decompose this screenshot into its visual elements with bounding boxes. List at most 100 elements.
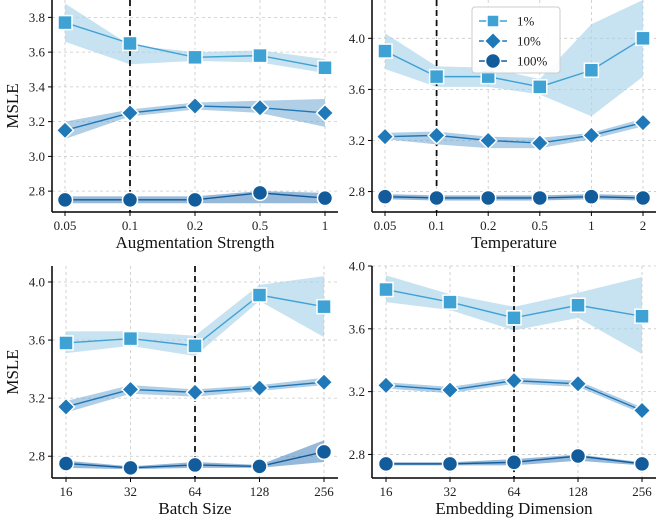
legend-marker <box>483 31 503 51</box>
y-tick-label: 3.2 <box>29 114 45 129</box>
data-point <box>376 375 396 395</box>
data-point <box>377 455 395 473</box>
data-point <box>315 103 335 123</box>
data-point <box>441 455 459 473</box>
data-point <box>317 60 333 76</box>
x-tick-label: 0.1 <box>428 218 444 233</box>
data-point <box>504 371 524 391</box>
x-tick-label: 64 <box>189 484 203 499</box>
x-tick-label: 128 <box>568 484 588 499</box>
data-point <box>531 189 549 207</box>
x-tick-label: 0.2 <box>480 218 496 233</box>
y-tick-label: 3.6 <box>29 333 46 348</box>
x-tick-label: 2 <box>640 218 647 233</box>
y-tick-label: 2.8 <box>29 449 45 464</box>
data-point <box>632 400 652 421</box>
confidence-band-10pct <box>385 118 643 149</box>
data-point <box>506 310 522 326</box>
data-point <box>122 35 138 52</box>
data-point <box>479 189 497 207</box>
data-point <box>375 127 395 147</box>
data-point <box>120 379 141 399</box>
data-point <box>55 120 75 140</box>
subplot-2: 2.8 3.2 3.6 4.0 0.05 0.1 0.2 0.5 1 2 Temperature 1%… <box>349 0 656 252</box>
x-tick-label: 16 <box>380 484 394 499</box>
data-point <box>428 189 445 207</box>
y-tick-label: 3.4 <box>29 79 46 94</box>
data-point <box>505 454 523 471</box>
x-tick-label: 256 <box>632 484 652 499</box>
data-point <box>377 43 393 59</box>
data-point <box>581 125 601 145</box>
y-axis-label: MSLE <box>3 83 22 128</box>
x-tick-label: 1 <box>588 218 595 233</box>
data-point <box>56 191 74 209</box>
y-tick-label: 2.8 <box>349 447 365 462</box>
data-point <box>57 14 73 31</box>
subplot-3: 2.8 3.2 3.6 4.0 16 32 64 128 256 Batch Size MSLE <box>3 266 338 518</box>
subplot-4: 2.8 3.2 3.6 4.0 16 32 64 128 256 Embedding Dimens… <box>349 259 656 518</box>
y-tick-label: 3.0 <box>29 149 45 164</box>
data-point <box>442 294 458 310</box>
data-point <box>121 191 139 209</box>
data-point <box>251 287 268 303</box>
legend-label: 1% <box>517 14 535 29</box>
data-point <box>635 30 651 47</box>
x-tick-label: 0.05 <box>374 218 397 233</box>
data-point <box>252 47 268 64</box>
y-tick-label: 3.2 <box>349 133 365 148</box>
x-tick-label: 256 <box>314 484 334 499</box>
y-tick-label: 3.8 <box>29 10 45 25</box>
data-point <box>185 382 205 402</box>
x-axis-label: Batch Size <box>158 499 231 518</box>
data-point <box>250 98 270 118</box>
data-point <box>376 188 394 205</box>
data-point <box>633 113 653 133</box>
data-point <box>427 125 447 145</box>
series-line-1pct <box>384 37 644 88</box>
data-point <box>122 330 139 347</box>
data-point <box>251 184 269 202</box>
subplot-1: 2.8 3.0 3.2 3.4 3.6 3.8 0.05 0.1 0.2 0.5 1 Augmenta… <box>3 0 338 252</box>
x-tick-label: 0.05 <box>54 218 77 233</box>
y-tick-label: 4.0 <box>349 31 365 46</box>
data-point <box>569 447 587 465</box>
x-tick-label: 0.2 <box>187 218 203 233</box>
y-tick-label: 3.2 <box>29 391 45 406</box>
data-point <box>440 380 460 400</box>
y-tick-label: 2.8 <box>29 184 45 199</box>
x-axis-label: Temperature <box>471 233 557 252</box>
data-point <box>186 456 204 474</box>
data-point <box>120 103 140 123</box>
data-point <box>186 191 204 209</box>
data-point <box>583 188 600 205</box>
legend-label: 100% <box>517 54 548 69</box>
x-tick-label: 0.5 <box>532 218 548 233</box>
y-tick-label: 3.6 <box>349 321 366 336</box>
x-tick-label: 32 <box>444 484 457 499</box>
data-point <box>187 338 203 354</box>
x-tick-label: 0.5 <box>252 218 268 233</box>
data-point <box>530 133 550 153</box>
data-point <box>634 189 652 207</box>
y-tick-label: 3.6 <box>349 82 366 97</box>
y-tick-label: 4.0 <box>349 259 365 274</box>
y-tick-label: 3.2 <box>349 384 365 399</box>
x-axis-label: Embedding Dimension <box>435 499 593 518</box>
data-point <box>315 443 333 461</box>
x-tick-label: 16 <box>60 484 74 499</box>
data-point <box>57 455 75 472</box>
data-point <box>378 281 394 298</box>
data-point <box>58 335 74 351</box>
x-tick-label: 1 <box>322 218 329 233</box>
y-tick-label: 2.8 <box>349 184 365 199</box>
data-point <box>570 297 586 314</box>
confidence-band-1pct <box>385 0 643 117</box>
data-point <box>532 79 548 95</box>
data-point <box>314 372 334 392</box>
legend-marker <box>486 14 500 28</box>
legend: 1% 10% 100% <box>471 6 561 74</box>
data-point <box>251 458 268 475</box>
data-point <box>249 378 270 398</box>
